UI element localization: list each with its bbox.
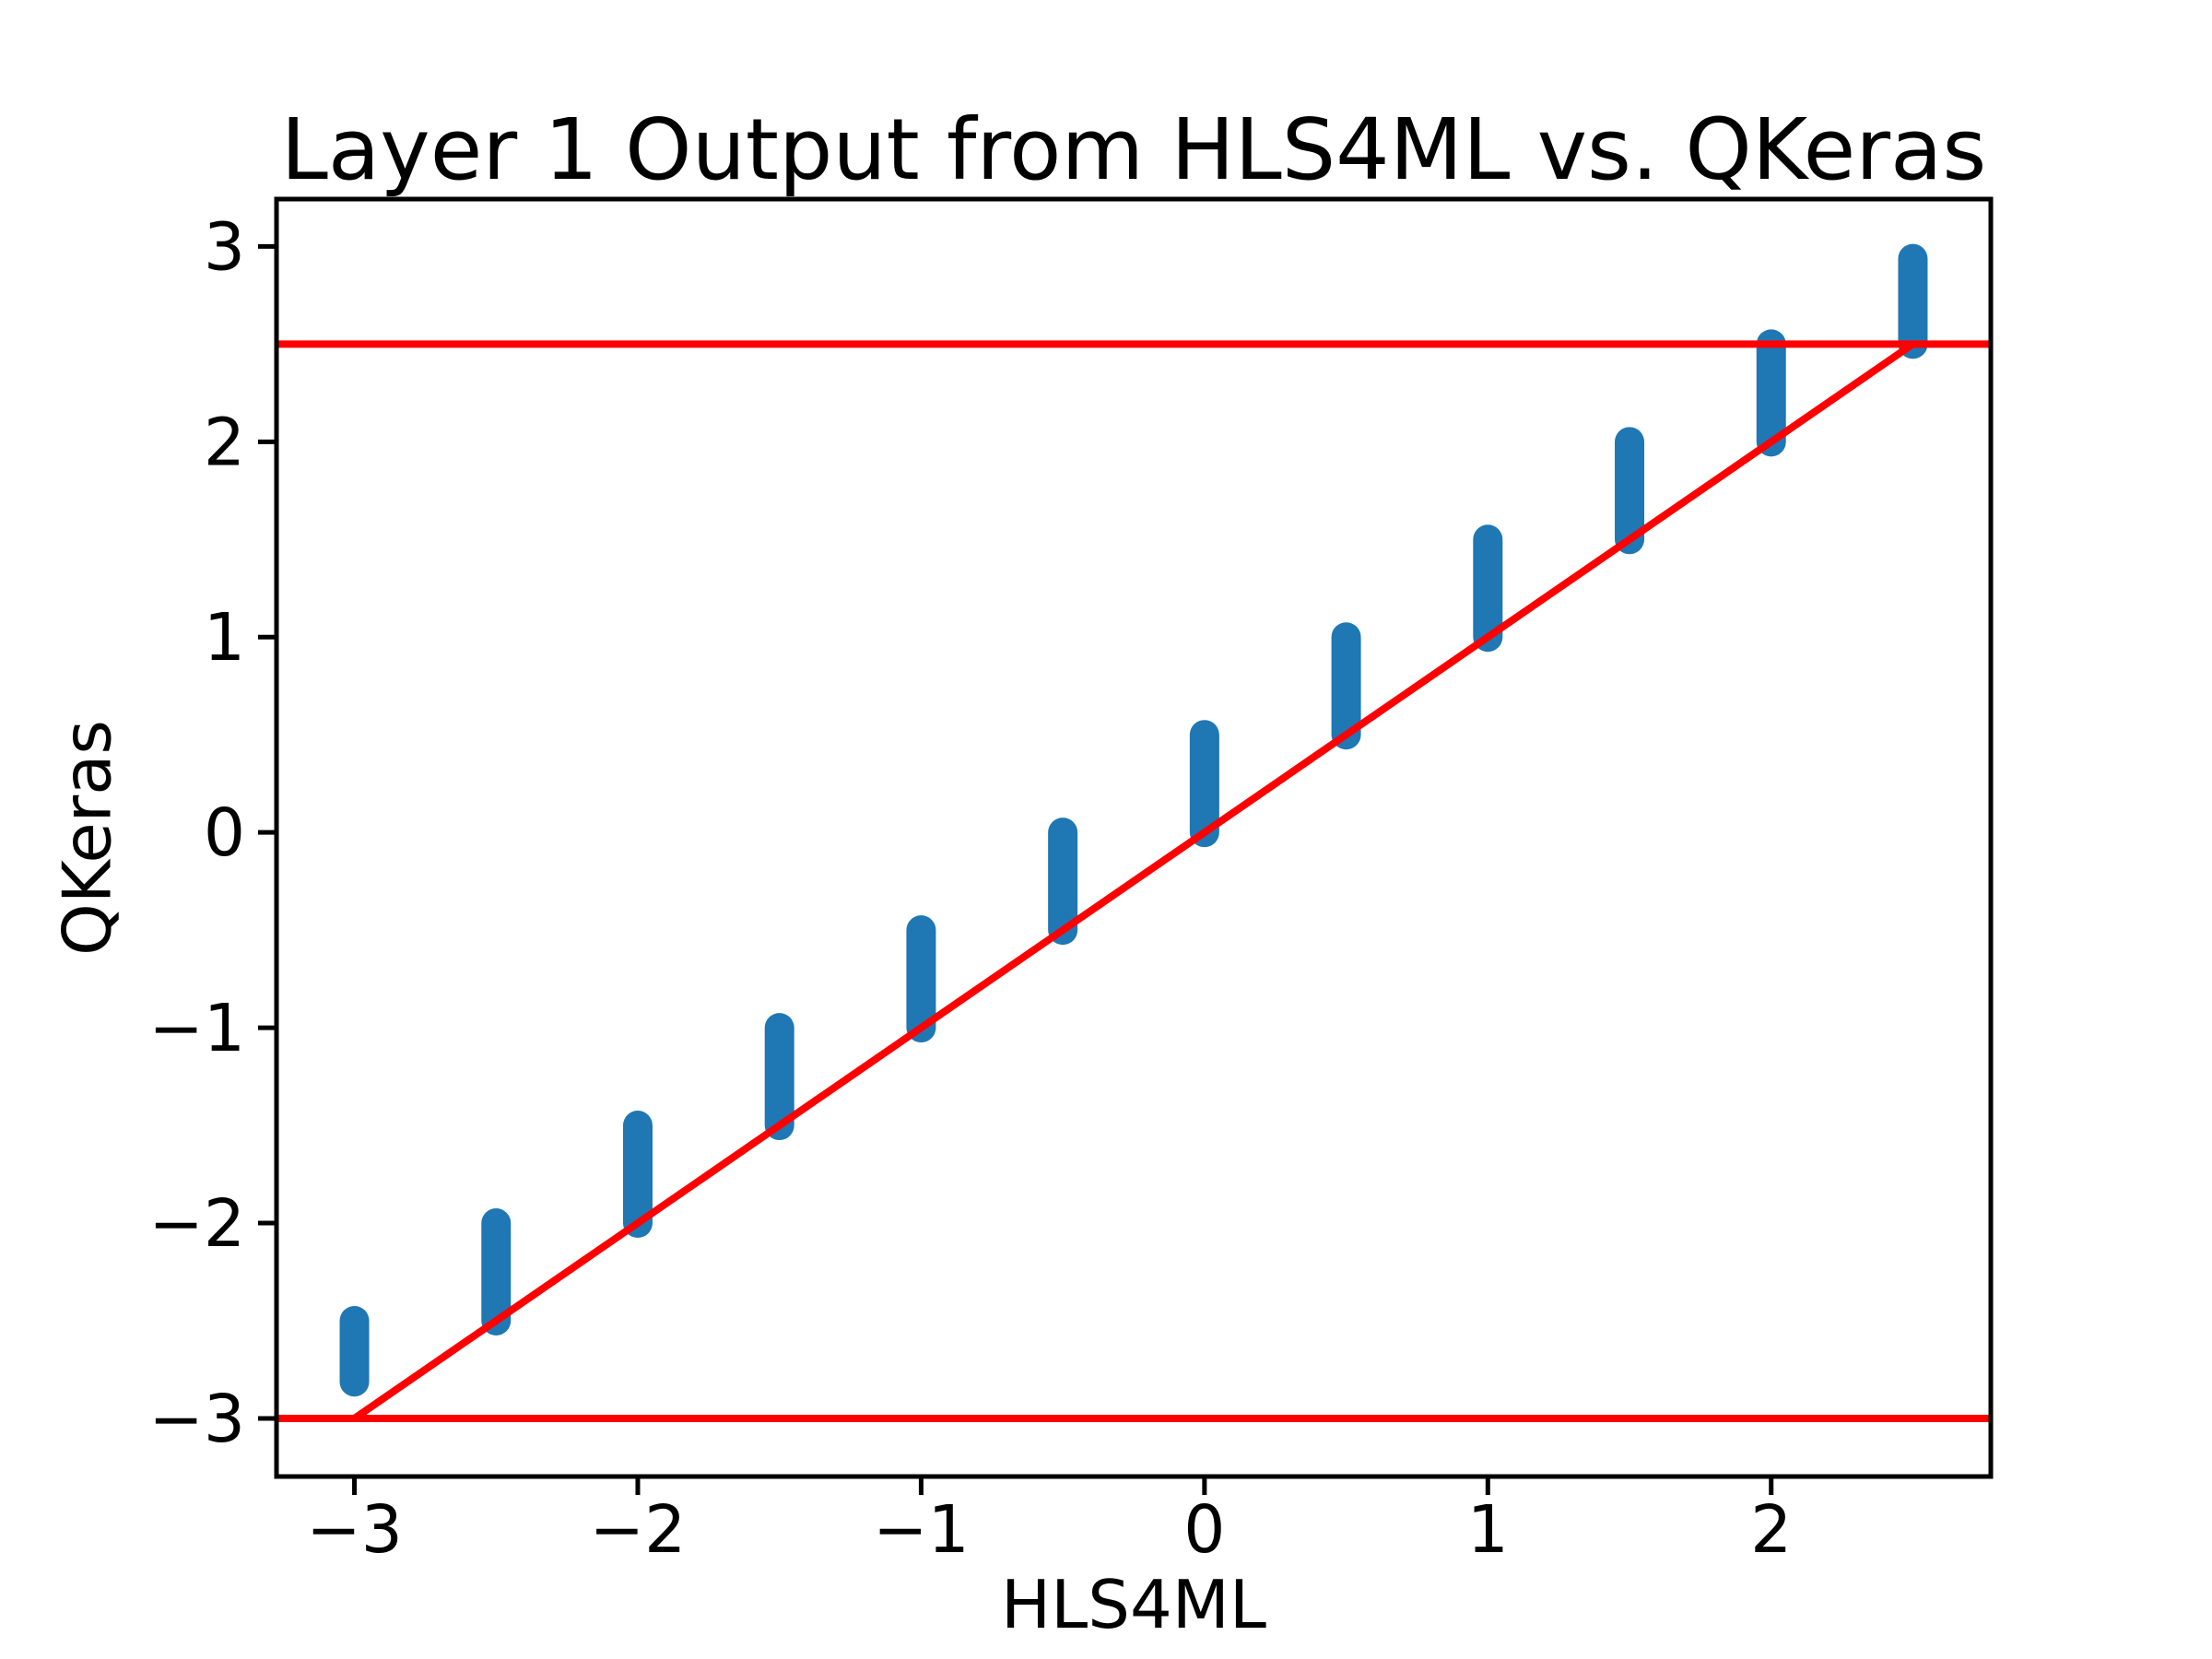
y-tick-label: 3 bbox=[204, 208, 245, 285]
y-tick-label: −2 bbox=[148, 1185, 245, 1262]
x-tick-label: 0 bbox=[1183, 1491, 1225, 1568]
x-tick-label: −1 bbox=[873, 1491, 970, 1568]
reference-diagonal bbox=[352, 341, 1915, 1422]
axes-frame bbox=[274, 196, 1994, 1479]
x-tick-label: −2 bbox=[590, 1491, 687, 1568]
x-tick-label: 1 bbox=[1467, 1491, 1509, 1568]
y-tick-label: −1 bbox=[148, 990, 245, 1066]
chart-title: Layer 1 Output from HLS4ML vs. QKeras bbox=[280, 100, 1987, 199]
x-tick-label: −3 bbox=[306, 1491, 403, 1568]
y-tick-label: −3 bbox=[148, 1381, 245, 1457]
y-tick-label: 2 bbox=[204, 404, 245, 480]
y-tick-label: 0 bbox=[204, 794, 245, 871]
x-axis-label: HLS4ML bbox=[1001, 1566, 1266, 1643]
x-tick-label: 2 bbox=[1750, 1491, 1792, 1568]
y-tick-label: 1 bbox=[204, 599, 245, 676]
